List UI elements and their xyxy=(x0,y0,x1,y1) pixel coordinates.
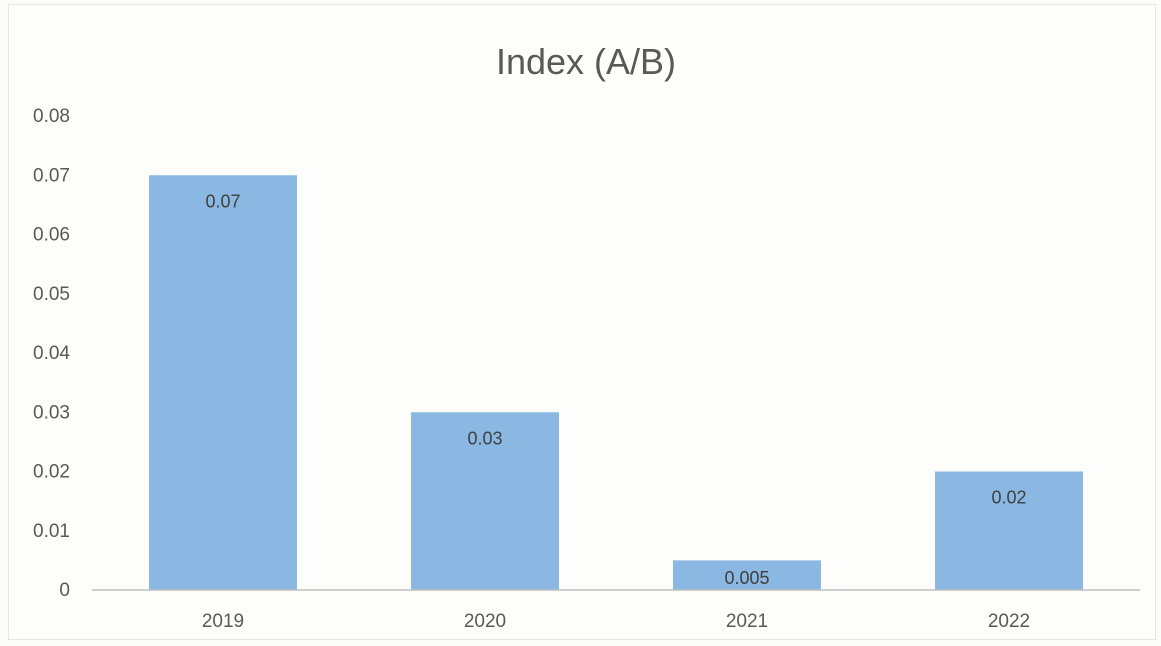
bar-2021 xyxy=(673,560,821,590)
data-label-2019: 0.07 xyxy=(205,191,240,211)
x-tick-label: 2019 xyxy=(202,611,244,632)
y-tick-label: 0.03 xyxy=(33,402,70,423)
y-tick-label: 0.06 xyxy=(33,225,70,246)
chart-title: Index (A/B) xyxy=(496,41,676,82)
y-tick-label: 0.07 xyxy=(33,165,70,186)
bar-2019 xyxy=(149,175,297,590)
y-tick-label: 0.01 xyxy=(33,521,70,542)
bar-2022 xyxy=(935,471,1083,590)
y-tick-label: 0.04 xyxy=(33,343,70,364)
x-tick-label: 2020 xyxy=(464,611,506,632)
x-tick-label: 2022 xyxy=(988,611,1030,632)
data-label-2022: 0.02 xyxy=(991,488,1026,508)
y-tick-label: 0.02 xyxy=(33,462,70,483)
y-tick-label: 0.05 xyxy=(33,284,70,305)
data-labels: 0.07 0.03 0.005 0.02 xyxy=(205,191,1026,588)
bar-2020 xyxy=(411,412,559,590)
y-tick-label: 0 xyxy=(59,580,70,601)
data-label-2021: 0.005 xyxy=(724,568,769,588)
y-tick-label: 0.08 xyxy=(33,106,70,127)
data-label-2020: 0.03 xyxy=(467,428,502,448)
y-axis: 0 0.01 0.02 0.03 0.04 0.05 0.06 0.07 0.08 xyxy=(33,106,70,601)
x-axis: 2019 2020 2021 2022 xyxy=(202,611,1030,632)
x-tick-label: 2021 xyxy=(726,611,768,632)
bars xyxy=(149,175,1083,590)
